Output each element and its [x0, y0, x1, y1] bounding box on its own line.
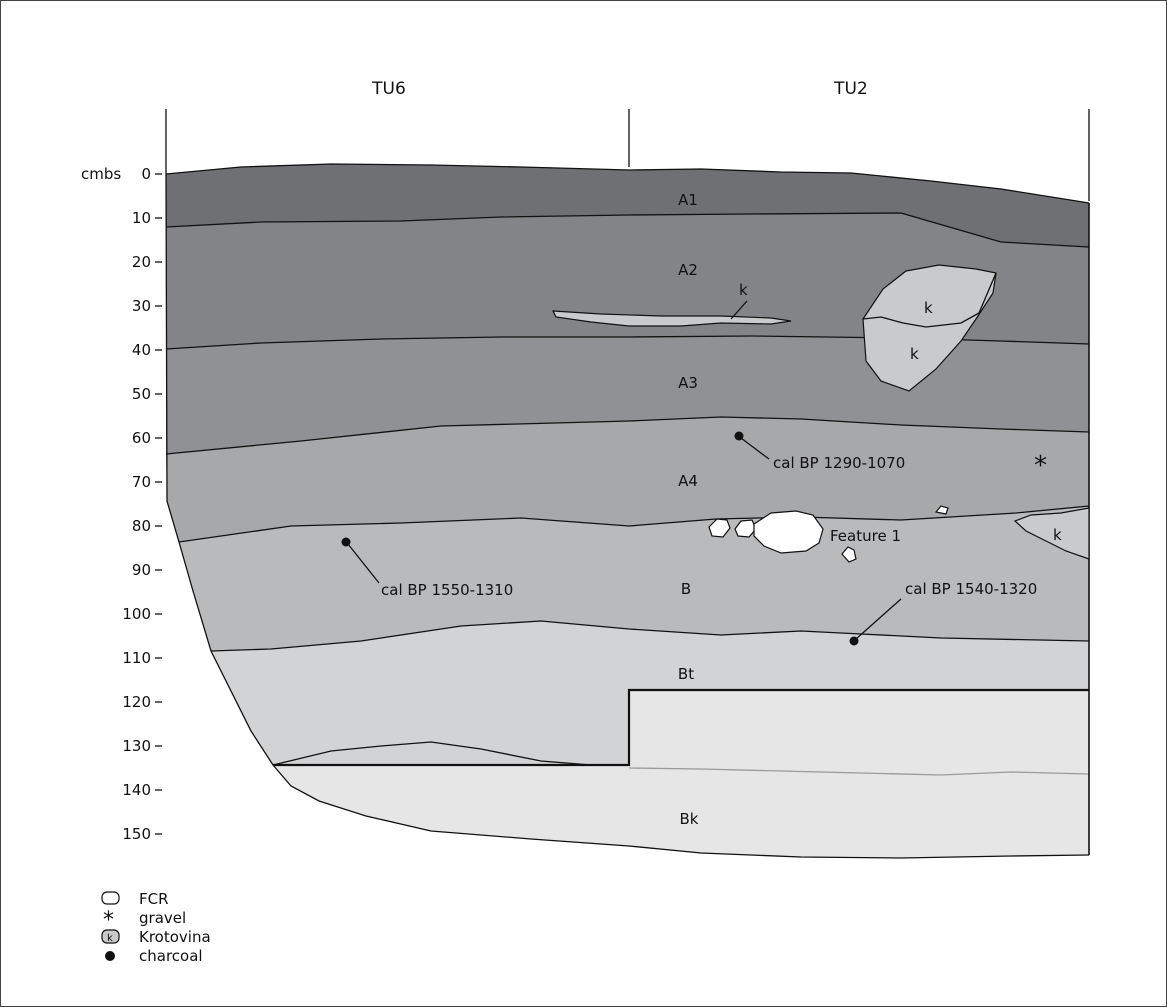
legend-item-krotovina: k Krotovina	[101, 928, 211, 946]
krotovina-icon	[101, 929, 120, 944]
depth-tick-140: 140	[122, 781, 151, 799]
depth-tick-150: 150	[122, 825, 151, 843]
depth-tick-100: 100	[122, 605, 151, 623]
depth-tick-80: 80	[132, 517, 151, 535]
horizon-b-fill	[179, 506, 1089, 651]
a2-a3-boundary	[165, 335, 1090, 350]
horizon-label: B	[681, 580, 691, 598]
a1-a2-boundary	[165, 212, 1090, 248]
depth-tick-50: 50	[132, 385, 151, 403]
horizon-a3-fill	[166, 336, 1089, 454]
legend-label: Krotovina	[139, 928, 211, 946]
krotovina-leader	[730, 300, 748, 320]
legend-label: gravel	[139, 909, 186, 927]
fcr-rock	[841, 546, 857, 563]
left-wall	[165, 173, 1090, 859]
depth-unit-label: cmbs	[81, 165, 121, 183]
depth-tick-40: 40	[132, 341, 151, 359]
date-label: cal BP 1290-1070	[773, 454, 905, 472]
horizon-label: Bk	[680, 810, 699, 828]
horizon-label: A3	[678, 374, 698, 392]
krotovina-elongate	[551, 310, 792, 327]
unit-label-right: TU2	[833, 79, 868, 99]
depth-tick-60: 60	[132, 429, 151, 447]
horizon-labels: A1 A2 A3 A4 B Bt Bk	[678, 191, 699, 828]
gravel-asterisk-icon: *	[103, 908, 114, 933]
bk-upper-wavy	[628, 767, 1090, 776]
legend-item-fcr: FCR	[101, 890, 169, 908]
date-label: cal BP 1550-1310	[381, 581, 513, 599]
krotovina-right	[1013, 507, 1090, 560]
horizon-a2-fill	[166, 213, 1089, 349]
depth-tick-90: 90	[132, 561, 151, 579]
depth-tick-70: 70	[132, 473, 151, 491]
date-leader	[347, 543, 380, 584]
fcr-outline-icon	[101, 891, 120, 905]
charcoal-dot-icon	[105, 951, 115, 961]
krotovina-label: k	[739, 281, 748, 299]
legend-item-gravel: * gravel	[103, 908, 186, 933]
date-leader	[740, 437, 770, 460]
depth-tick-110: 110	[122, 649, 151, 667]
horizon-fills	[166, 164, 1089, 858]
depth-tick-130: 130	[122, 737, 151, 755]
b-bt-boundary	[210, 620, 1090, 652]
gravel-mark: *	[1034, 451, 1047, 481]
legend-label: charcoal	[139, 947, 203, 965]
horizon-label: Bt	[678, 665, 694, 683]
unit-label-left: TU6	[371, 79, 406, 99]
date-label: cal BP 1540-1320	[905, 580, 1037, 598]
depth-scale: cmbs 0 10 20 30 40 50 60 70 80 90 100 11…	[81, 165, 162, 843]
date-leader	[855, 598, 902, 640]
bt-lower-lens	[272, 741, 592, 766]
fcr-rock	[934, 505, 949, 515]
krotovina-icon-mark: k	[107, 933, 113, 944]
krotovina-large	[862, 264, 997, 392]
a4-b-boundary	[178, 505, 1090, 543]
horizon-bk-fill	[273, 690, 1089, 858]
charcoal-dates: cal BP 1290-1070 cal BP 1550-1310 cal BP…	[341, 431, 1037, 646]
fcr-rock	[708, 518, 731, 538]
krotovina-label: k	[924, 299, 933, 317]
horizon-label: A4	[678, 472, 698, 490]
horizon-a1-fill	[166, 164, 1089, 247]
surface-line	[165, 163, 1090, 204]
depth-tick-10: 10	[132, 209, 151, 227]
krotovina-label: k	[1053, 526, 1062, 544]
depth-tick-20: 20	[132, 253, 151, 271]
depth-tick-0: 0	[141, 165, 151, 183]
krotovina-inner-line	[862, 272, 997, 328]
krotovinas: k k k k	[551, 264, 1090, 560]
unit-dividers	[165, 109, 1090, 201]
horizon-label: A1	[678, 191, 698, 209]
legend-label: FCR	[139, 890, 169, 908]
fcr-cluster	[708, 505, 949, 563]
depth-tick-30: 30	[132, 297, 151, 315]
depth-tick-marks	[155, 173, 162, 835]
horizon-a4-fill	[166, 417, 1089, 542]
excavation-step	[273, 688, 1089, 767]
horizon-label: A2	[678, 261, 698, 279]
legend-item-charcoal: charcoal	[105, 947, 203, 965]
horizon-bt-fill	[211, 621, 1089, 765]
depth-tick-120: 120	[122, 693, 151, 711]
a3-a4-boundary	[165, 416, 1090, 455]
krotovina-label: k	[910, 345, 919, 363]
fcr-rock	[753, 510, 824, 554]
legend: FCR * gravel k Krotovina charcoal	[101, 890, 211, 965]
feature-label: Feature 1	[830, 527, 901, 545]
